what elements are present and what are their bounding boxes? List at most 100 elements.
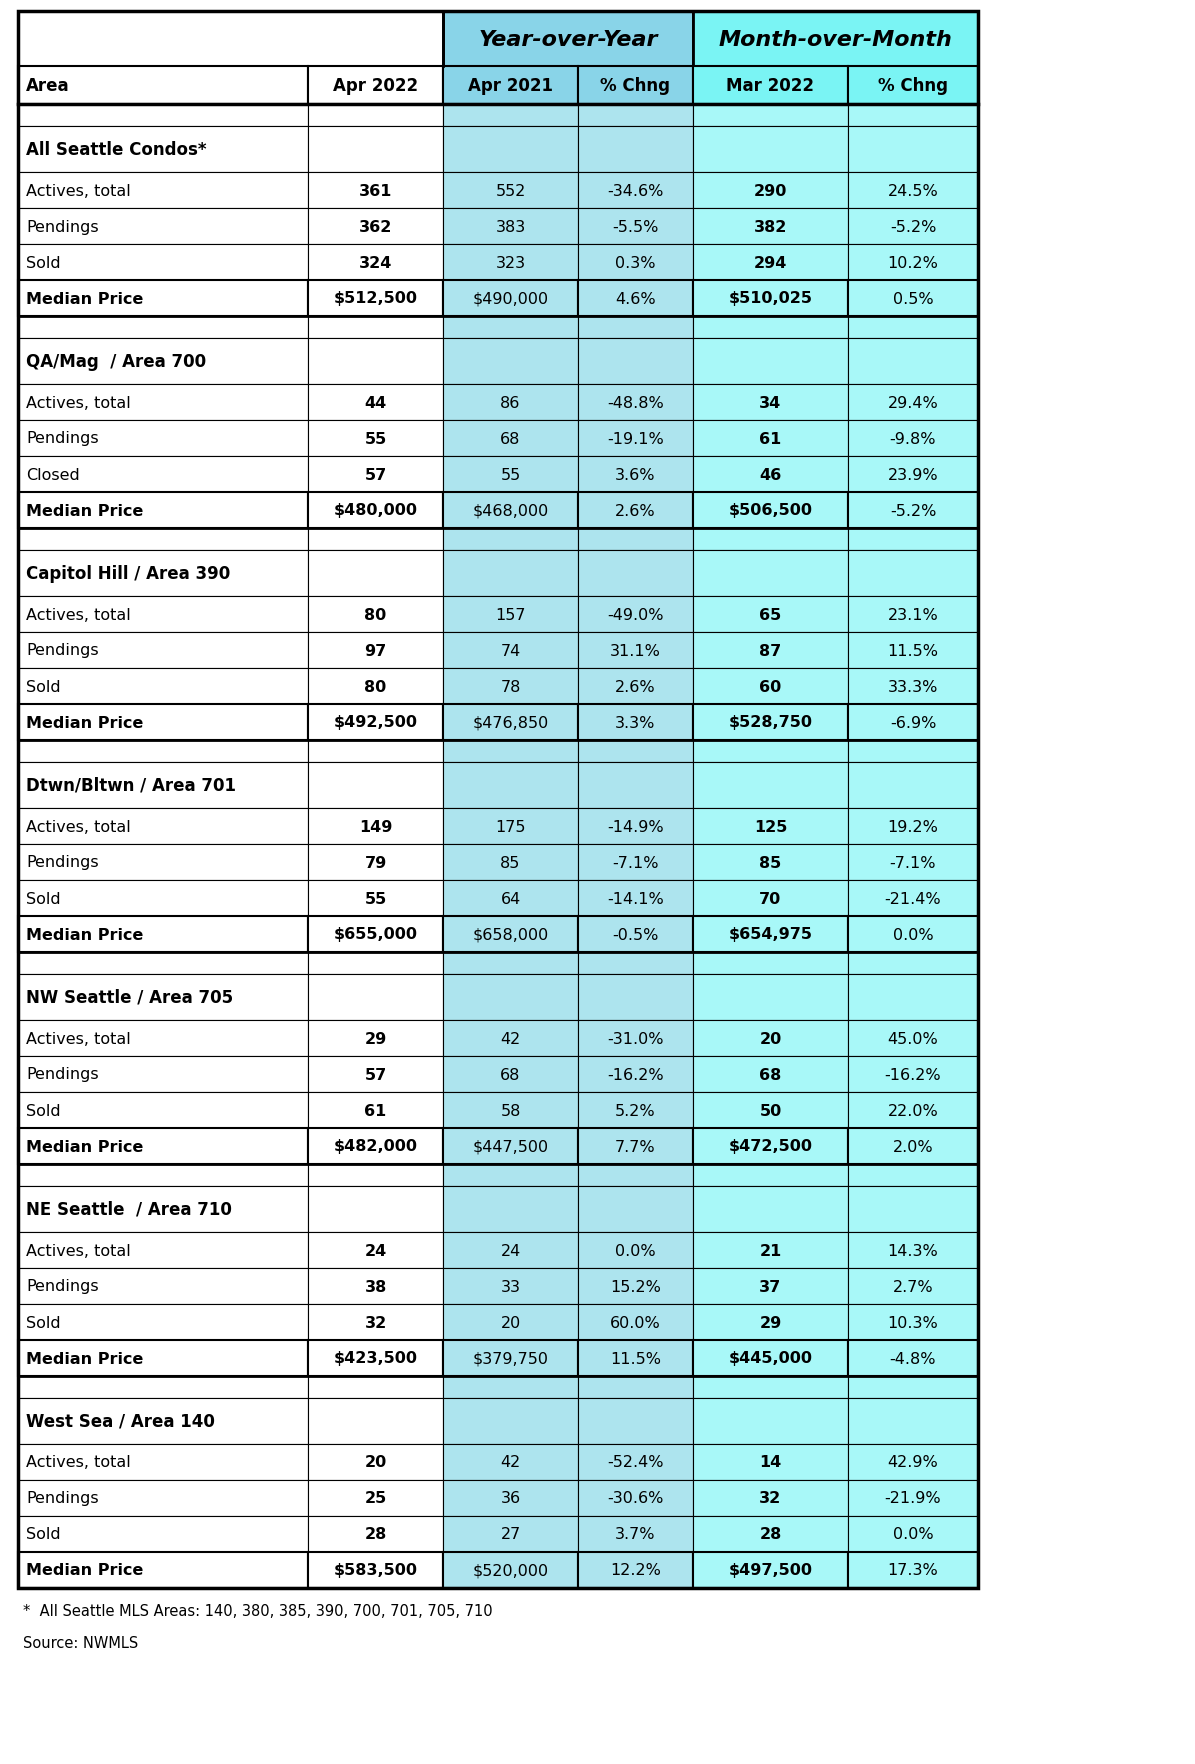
Bar <box>578 1480 693 1515</box>
Bar <box>443 318 578 339</box>
Text: 79: 79 <box>364 856 387 870</box>
Text: Actives, total: Actives, total <box>26 1030 130 1046</box>
Text: Capitol Hill / Area 390: Capitol Hill / Area 390 <box>26 564 231 582</box>
Bar <box>443 1341 578 1376</box>
Text: -5.2%: -5.2% <box>890 219 936 235</box>
Bar <box>443 104 578 127</box>
Text: 5.2%: 5.2% <box>615 1102 656 1118</box>
Text: 86: 86 <box>501 395 521 411</box>
Bar <box>443 550 578 596</box>
Text: 20: 20 <box>759 1030 782 1046</box>
Bar <box>308 1092 443 1129</box>
Bar <box>18 845 308 880</box>
Text: $655,000: $655,000 <box>333 926 417 942</box>
Bar <box>578 1268 693 1304</box>
Bar <box>308 1399 443 1445</box>
Text: Median Price: Median Price <box>26 714 143 730</box>
Bar <box>308 529 443 550</box>
Bar <box>848 1164 978 1187</box>
Bar <box>693 1268 848 1304</box>
Bar <box>443 127 578 173</box>
Bar <box>693 1020 848 1057</box>
Text: -5.5%: -5.5% <box>612 219 658 235</box>
Text: Pendings: Pendings <box>26 430 99 446</box>
Bar <box>18 550 308 596</box>
Bar <box>693 492 848 529</box>
Bar <box>578 1341 693 1376</box>
Bar <box>848 492 978 529</box>
Bar <box>578 1445 693 1480</box>
Text: -16.2%: -16.2% <box>884 1067 942 1081</box>
Bar <box>308 208 443 245</box>
Bar <box>848 1057 978 1092</box>
Bar <box>308 245 443 280</box>
Text: Month-over-Month: Month-over-Month <box>718 30 952 49</box>
Bar <box>848 173 978 208</box>
Bar <box>693 245 848 280</box>
Bar <box>693 669 848 704</box>
Bar <box>443 173 578 208</box>
Bar <box>578 208 693 245</box>
Bar <box>578 669 693 704</box>
Bar <box>848 880 978 917</box>
Text: 383: 383 <box>496 219 526 235</box>
Bar <box>308 1268 443 1304</box>
Bar <box>693 173 848 208</box>
Bar <box>693 762 848 808</box>
Text: 17.3%: 17.3% <box>888 1563 938 1577</box>
Bar <box>18 1020 308 1057</box>
Bar <box>308 1020 443 1057</box>
Bar <box>578 917 693 953</box>
Bar <box>693 596 848 633</box>
Bar <box>18 1129 308 1164</box>
Text: % Chng: % Chng <box>878 78 948 95</box>
Text: 50: 50 <box>759 1102 782 1118</box>
Bar <box>578 1304 693 1341</box>
Text: 125: 125 <box>754 818 788 834</box>
Bar <box>693 280 848 318</box>
Bar <box>18 1480 308 1515</box>
Bar <box>308 845 443 880</box>
Text: 294: 294 <box>754 256 788 270</box>
Text: 37: 37 <box>759 1279 782 1293</box>
Text: -9.8%: -9.8% <box>890 430 936 446</box>
Bar <box>848 1233 978 1268</box>
Text: 361: 361 <box>358 183 392 198</box>
Bar <box>848 1445 978 1480</box>
Text: $658,000: $658,000 <box>472 926 549 942</box>
Text: Sold: Sold <box>26 679 61 693</box>
Bar <box>443 1268 578 1304</box>
Bar <box>443 12 693 67</box>
Text: 0.0%: 0.0% <box>893 926 933 942</box>
Bar <box>578 1552 693 1588</box>
Text: 33.3%: 33.3% <box>888 679 938 693</box>
Bar <box>848 208 978 245</box>
Bar <box>693 1233 848 1268</box>
Bar <box>693 880 848 917</box>
Text: 175: 175 <box>495 818 526 834</box>
Text: $510,025: $510,025 <box>729 291 813 307</box>
Text: Actives, total: Actives, total <box>26 1244 130 1258</box>
Bar <box>443 880 578 917</box>
Text: 0.3%: 0.3% <box>615 256 656 270</box>
Text: $520,000: $520,000 <box>472 1563 549 1577</box>
Text: 22.0%: 22.0% <box>888 1102 938 1118</box>
Bar <box>308 808 443 845</box>
Text: 32: 32 <box>364 1314 387 1330</box>
Bar <box>693 104 848 127</box>
Bar <box>578 104 693 127</box>
Bar <box>578 762 693 808</box>
Bar <box>308 741 443 762</box>
Text: 0.0%: 0.0% <box>615 1244 656 1258</box>
Bar <box>693 385 848 422</box>
Text: QA/Mag  / Area 700: QA/Mag / Area 700 <box>26 353 206 370</box>
Bar <box>693 318 848 339</box>
Text: Actives, total: Actives, total <box>26 183 130 198</box>
Bar <box>848 1480 978 1515</box>
Bar <box>848 1268 978 1304</box>
Bar <box>578 880 693 917</box>
Text: 10.3%: 10.3% <box>888 1314 938 1330</box>
Bar <box>848 280 978 318</box>
Bar <box>693 208 848 245</box>
Bar <box>443 208 578 245</box>
